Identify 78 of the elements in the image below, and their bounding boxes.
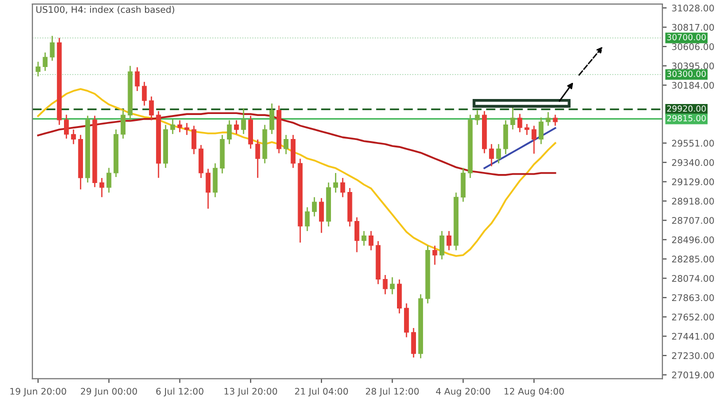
- candlestick: [134, 66, 140, 92]
- candlestick: [362, 230, 366, 246]
- candlestick: [99, 177, 104, 198]
- ref-line-label: 30300.00: [667, 70, 706, 77]
- candlestick: [142, 81, 147, 106]
- candlestick: [319, 197, 324, 234]
- candlestick: [304, 206, 310, 232]
- candlestick: [538, 116, 544, 145]
- y-tick-label: 31028.00: [672, 4, 714, 12]
- y-tick-label: 30395.00: [672, 62, 714, 70]
- ref-line-label: 29920.00: [667, 105, 706, 112]
- candlestick: [340, 177, 346, 198]
- candlestick: [206, 168, 211, 210]
- candlestick: [354, 216, 360, 253]
- candlestick: [439, 230, 444, 260]
- y-tick-label: 27441.00: [672, 332, 714, 340]
- ref-line-label: 30700.00: [667, 34, 706, 40]
- candlestick: [192, 125, 196, 155]
- candlestick: [234, 120, 239, 135]
- x-tick-label: 6 Jul 12:00: [156, 388, 204, 396]
- x-tick-label: 12 Aug 04:00: [504, 388, 564, 396]
- y-tick-label: 30817.00: [672, 24, 714, 31]
- y-tick-label: 27019.00: [672, 372, 714, 378]
- y-tick-label: 28496.00: [672, 236, 714, 244]
- candlestick: [552, 114, 558, 126]
- candlestick: [432, 245, 438, 266]
- x-tick-label: 13 Jul 20:00: [224, 388, 278, 396]
- candlestick: [411, 327, 416, 358]
- candlestick: [390, 276, 395, 295]
- candlestick: [226, 120, 232, 145]
- candlestick: [524, 123, 530, 136]
- candlestick: [382, 274, 388, 295]
- x-tick-label: 19 Jun 20:00: [10, 388, 66, 396]
- ref-line-label: 29815.00: [667, 115, 706, 122]
- candlestick: [284, 134, 288, 155]
- y-tick-label: 29129.00: [672, 178, 714, 186]
- candlestick: [546, 112, 551, 126]
- candlestick: [241, 108, 246, 135]
- line-series: [37, 88, 556, 257]
- y-tick-label: 27230.00: [672, 352, 714, 360]
- candlestick: [368, 230, 374, 251]
- y-tick-label: 30606.00: [672, 43, 714, 50]
- candlestick: [510, 106, 516, 130]
- candlestick: [177, 120, 182, 133]
- candlestick: [106, 167, 112, 194]
- candlestick: [64, 114, 69, 140]
- candlestick: [50, 35, 55, 62]
- x-tick-label: 21 Jul 04:00: [295, 388, 348, 396]
- candlestick: [333, 172, 338, 194]
- candlestick: [269, 102, 274, 135]
- y-tick-label: 27652.00: [672, 314, 714, 320]
- y-tick-label: 27863.00: [672, 294, 714, 302]
- candlestick: [517, 113, 522, 133]
- y-tick-label: 28918.00: [672, 198, 714, 205]
- candlestick: [36, 61, 40, 77]
- y-tick-label: 29551.00: [672, 140, 714, 147]
- candlestick: [149, 96, 154, 121]
- candlestick: [312, 196, 317, 218]
- candlestick: [446, 230, 452, 251]
- chart-title: US100, H4: index (cash based): [36, 6, 174, 14]
- candlestick: [532, 125, 536, 154]
- x-tick-label: 4 Aug 20:00: [436, 388, 490, 396]
- x-tick-label: 29 Jun 00:00: [80, 388, 137, 396]
- candlestick: [170, 118, 176, 135]
- candlestick: [496, 143, 501, 164]
- candlestick: [489, 143, 494, 167]
- y-tick-label: 28707.00: [672, 217, 714, 224]
- candlestick: [120, 110, 126, 140]
- candlestick: [42, 52, 48, 72]
- candlestick: [71, 128, 76, 145]
- y-tick-label: 29340.00: [672, 159, 714, 166]
- y-tick-label: 28074.00: [672, 275, 714, 282]
- x-tick-label: 28 Jul 12:00: [366, 388, 419, 396]
- candlestick: [184, 122, 190, 136]
- y-tick-label: 28285.00: [672, 256, 714, 263]
- candlestick: [474, 110, 480, 126]
- y-tick-label: 30184.00: [672, 82, 714, 89]
- candlestick: [255, 138, 260, 178]
